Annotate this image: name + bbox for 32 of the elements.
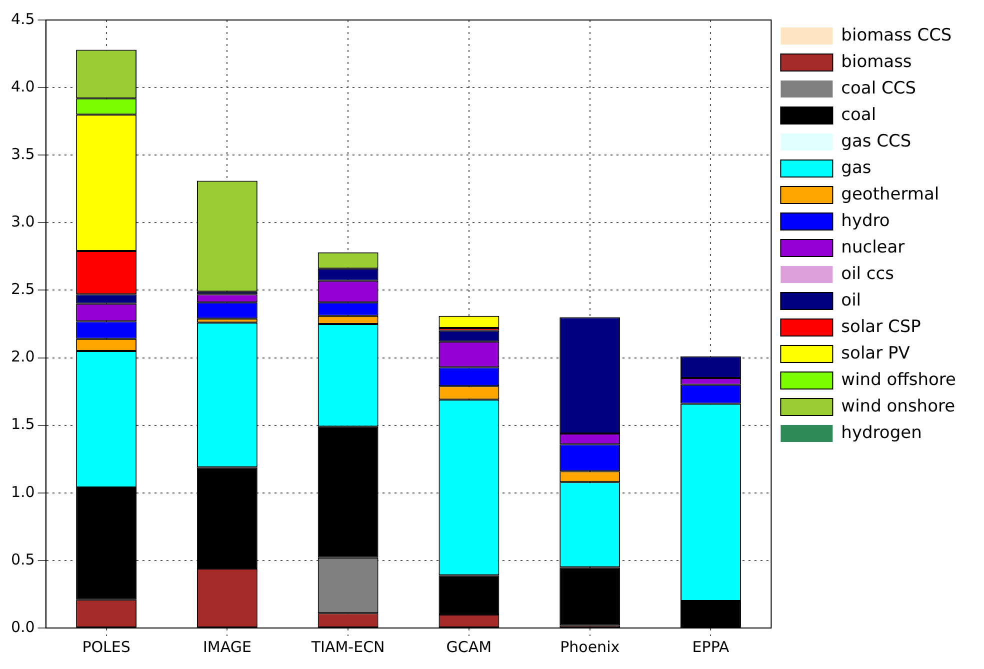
y-tick-label: 1.5 bbox=[10, 415, 35, 434]
x-tick-label: IMAGE bbox=[202, 638, 252, 656]
legend-label: gas CCS bbox=[841, 131, 912, 152]
x-tick-label: GCAM bbox=[446, 638, 492, 656]
x-tick-label: EPPA bbox=[692, 638, 730, 656]
legend-label: wind offshore bbox=[841, 370, 956, 390]
legend-label: oil bbox=[841, 290, 862, 310]
legend-label: hydrogen bbox=[841, 422, 922, 443]
legend-label: coal CCS bbox=[841, 78, 916, 98]
legend-label: geothermal bbox=[841, 184, 940, 204]
y-tick-label: 4.5 bbox=[10, 10, 35, 28]
y-tick-label: 4.0 bbox=[10, 77, 35, 96]
legend-label: coal bbox=[841, 104, 876, 125]
x-tick-label: POLES bbox=[82, 638, 130, 656]
y-tick-label: 3.5 bbox=[10, 145, 35, 163]
legend-label: wind onshore bbox=[841, 396, 956, 416]
x-tick-label: TIAM-ECN bbox=[310, 638, 385, 656]
legend-label: nuclear bbox=[841, 237, 905, 258]
legend-label: solar PV bbox=[841, 343, 910, 364]
legend-label: biomass CCS bbox=[841, 25, 952, 46]
y-tick-label: 2.5 bbox=[10, 280, 35, 298]
y-tick-label: 1.0 bbox=[10, 482, 35, 501]
x-tick-label: Phoenix bbox=[560, 638, 620, 656]
y-tick-label: 0.0 bbox=[10, 618, 35, 636]
legend-label: gas bbox=[841, 158, 872, 178]
y-tick-label: 0.5 bbox=[10, 550, 35, 568]
legend-label: biomass bbox=[841, 52, 912, 72]
y-tick-label: 3.0 bbox=[10, 212, 35, 231]
legend-label: solar CSP bbox=[841, 316, 921, 337]
legend-label: hydro bbox=[841, 210, 890, 231]
y-tick-label: 2.0 bbox=[10, 348, 35, 366]
legend-label: oil ccs bbox=[841, 264, 894, 284]
